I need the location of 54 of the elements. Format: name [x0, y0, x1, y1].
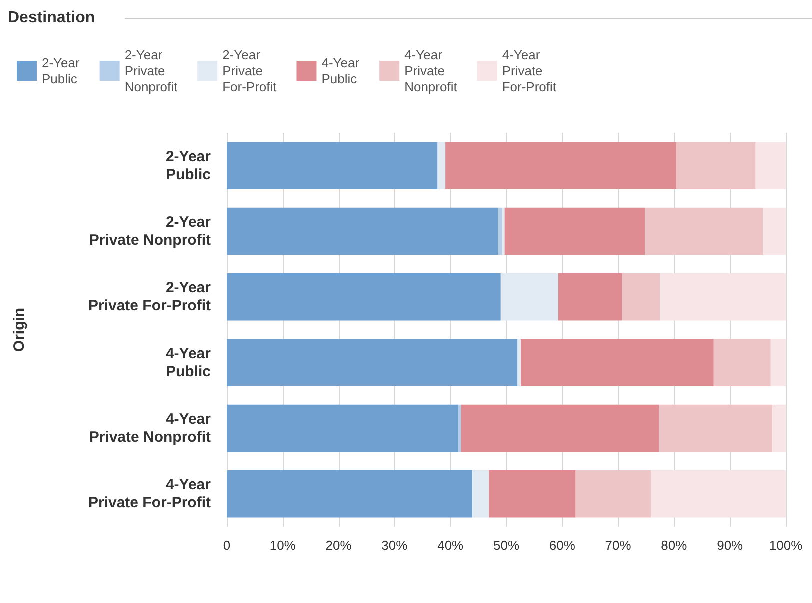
bar	[622, 274, 660, 321]
x-tick-label: 10%	[270, 538, 296, 553]
x-tick-label: 70%	[605, 538, 632, 553]
bar	[772, 404, 786, 452]
x-tick-label: 0	[223, 538, 231, 553]
bar	[227, 208, 498, 256]
bar	[500, 274, 558, 321]
y-tick-label: 4-Year Private For-Profit	[88, 476, 212, 512]
legend-label: 4-Year Public	[322, 56, 360, 86]
y-axis-title: Origin	[11, 308, 28, 352]
y-tick-label: 2-Year Private For-Profit	[88, 280, 212, 315]
x-tick-label: 90%	[717, 538, 744, 553]
x-tick-label: 60%	[549, 538, 576, 553]
bar	[576, 470, 652, 518]
bar	[558, 274, 622, 321]
bar	[446, 142, 676, 190]
x-tick-label: 50%	[493, 538, 520, 553]
bar	[770, 339, 786, 386]
legend-label: 4-Year Private Nonprofit	[404, 48, 458, 94]
bar	[438, 142, 446, 190]
x-tick-label: 30%	[382, 538, 408, 553]
bar	[227, 339, 518, 386]
bar	[645, 208, 764, 256]
legend-label: 4-Year Private For-Profit	[502, 48, 557, 94]
bar	[504, 208, 646, 256]
y-tick-label: 4-Year Public	[166, 345, 212, 380]
bar	[659, 404, 773, 452]
bar	[227, 142, 438, 190]
legend-title: Destination	[8, 10, 96, 26]
y-tick-label: 2-Year Private Nonprofit	[89, 214, 212, 249]
bar	[489, 470, 576, 518]
bar	[472, 470, 490, 518]
y-tick-label: 4-Year Private Nonprofit	[89, 411, 212, 446]
x-tick-label: 20%	[326, 538, 352, 553]
y-tick-label: 2-Year Public	[166, 148, 212, 184]
x-tick-label: 100%	[769, 538, 804, 553]
x-tick-label: 80%	[661, 538, 688, 553]
bar	[714, 339, 771, 386]
bar	[227, 274, 501, 321]
bar	[227, 470, 472, 518]
bar	[502, 208, 505, 256]
bar	[518, 339, 522, 386]
bar	[651, 470, 786, 518]
bar	[763, 208, 786, 256]
legend-label: 2-Year Public	[42, 56, 80, 86]
bar	[461, 404, 660, 452]
legend-label: 2-Year Private For-Profit	[222, 48, 278, 94]
bar	[756, 142, 786, 190]
bar	[521, 339, 714, 386]
bar	[227, 404, 458, 452]
bar	[676, 142, 756, 190]
x-tick-label: 40%	[438, 538, 464, 553]
bar	[498, 208, 502, 256]
bar	[660, 274, 786, 321]
